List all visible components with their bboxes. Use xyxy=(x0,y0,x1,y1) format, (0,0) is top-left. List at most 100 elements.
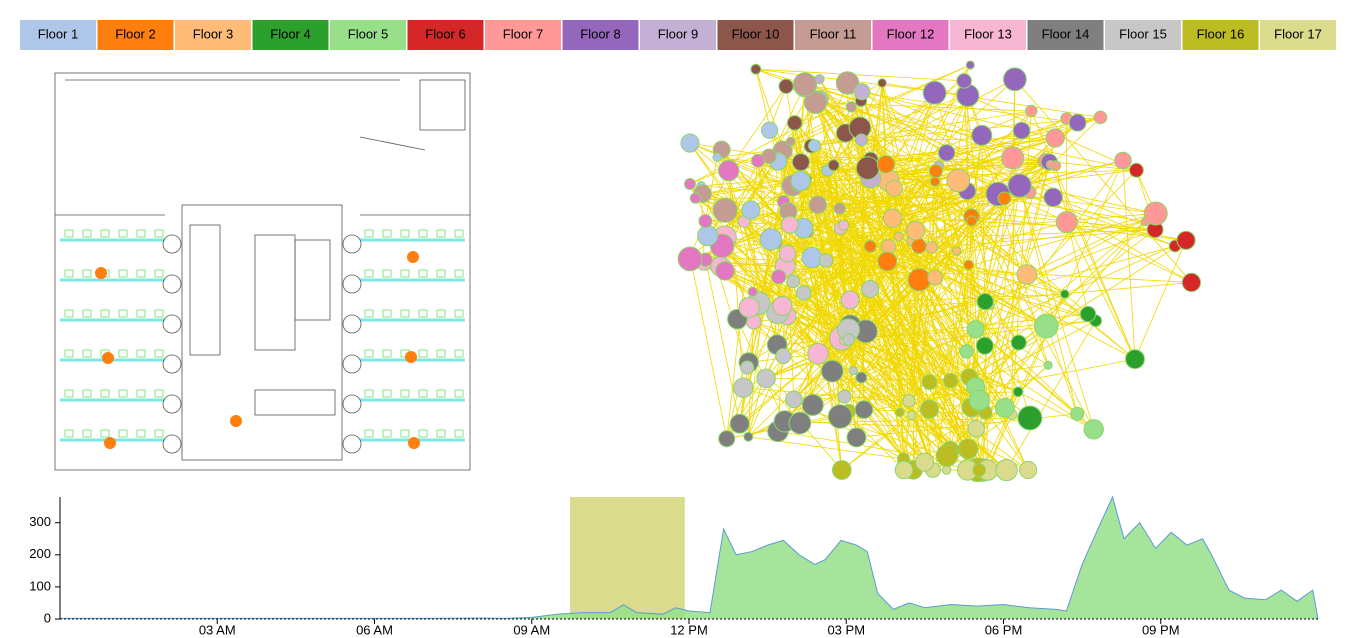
node[interactable] xyxy=(877,251,898,272)
node[interactable] xyxy=(854,133,868,147)
node[interactable] xyxy=(1055,211,1078,234)
node[interactable] xyxy=(921,374,938,391)
node[interactable] xyxy=(738,296,760,318)
legend-item[interactable]: Floor 7 xyxy=(485,20,561,50)
node[interactable] xyxy=(831,460,852,480)
node[interactable] xyxy=(1002,67,1027,92)
node[interactable] xyxy=(976,292,994,311)
legend-label[interactable]: Floor 17 xyxy=(1274,26,1322,41)
legend-swatch[interactable] xyxy=(330,20,406,50)
node[interactable] xyxy=(853,83,871,101)
node[interactable] xyxy=(801,246,823,269)
node[interactable] xyxy=(808,195,827,214)
node[interactable] xyxy=(818,253,834,268)
legend-item[interactable]: Floor 3 xyxy=(175,20,251,50)
node[interactable] xyxy=(915,452,935,472)
legend-item[interactable]: Floor 11 xyxy=(795,20,871,50)
node[interactable] xyxy=(994,397,1015,418)
node[interactable] xyxy=(698,214,713,229)
legend-label[interactable]: Floor 14 xyxy=(1042,26,1090,41)
node[interactable] xyxy=(1060,289,1070,299)
node[interactable] xyxy=(965,60,975,70)
legend-swatch[interactable] xyxy=(20,20,96,50)
node[interactable] xyxy=(712,197,738,223)
legend-swatch[interactable] xyxy=(872,20,949,50)
node[interactable] xyxy=(712,152,722,163)
legend-label[interactable]: Floor 6 xyxy=(425,26,465,41)
node[interactable] xyxy=(1043,187,1063,208)
node[interactable] xyxy=(922,80,947,105)
legend-swatch[interactable] xyxy=(97,20,174,50)
node[interactable] xyxy=(966,215,978,227)
node[interactable] xyxy=(1016,264,1038,285)
legend-item[interactable]: Floor 6 xyxy=(407,20,484,50)
node[interactable] xyxy=(842,333,856,346)
legend-item[interactable]: Floor 5 xyxy=(330,20,406,50)
node[interactable] xyxy=(919,399,939,419)
legend-label[interactable]: Floor 2 xyxy=(115,26,155,41)
node[interactable] xyxy=(1010,334,1027,351)
legend-label[interactable]: Floor 13 xyxy=(964,26,1012,41)
node[interactable] xyxy=(882,208,903,228)
node[interactable] xyxy=(861,280,880,299)
node[interactable] xyxy=(905,220,926,241)
legend-label[interactable]: Floor 15 xyxy=(1119,26,1167,41)
node[interactable] xyxy=(902,394,916,408)
legend-label[interactable]: Floor 1 xyxy=(38,26,78,41)
legend-item[interactable]: Floor 15 xyxy=(1105,20,1181,50)
node[interactable] xyxy=(959,344,974,359)
node[interactable] xyxy=(1068,113,1087,132)
node[interactable] xyxy=(827,159,840,172)
legend-item[interactable]: Floor 16 xyxy=(1182,20,1259,50)
node[interactable] xyxy=(743,431,754,442)
node[interactable] xyxy=(963,259,974,271)
legend-swatch[interactable] xyxy=(950,20,1026,50)
node[interactable] xyxy=(795,285,812,301)
node[interactable] xyxy=(895,407,905,418)
node[interactable] xyxy=(971,124,993,146)
node[interactable] xyxy=(927,269,943,286)
node[interactable] xyxy=(894,460,914,480)
node[interactable] xyxy=(751,153,765,168)
legend-label[interactable]: Floor 16 xyxy=(1197,26,1245,41)
legend-swatch[interactable] xyxy=(485,20,561,50)
legend-swatch[interactable] xyxy=(407,20,484,50)
legend-label[interactable]: Floor 3 xyxy=(193,26,233,41)
node[interactable] xyxy=(1001,146,1025,170)
node[interactable] xyxy=(741,200,761,220)
node[interactable] xyxy=(791,153,810,172)
node[interactable] xyxy=(968,389,990,411)
node[interactable] xyxy=(1012,386,1024,398)
node[interactable] xyxy=(772,295,793,317)
legend-label[interactable]: Floor 4 xyxy=(270,26,310,41)
node[interactable] xyxy=(684,177,696,190)
node[interactable] xyxy=(1093,110,1108,125)
legend-item[interactable]: Floor 8 xyxy=(562,20,639,50)
node[interactable] xyxy=(1045,159,1056,170)
legend-swatch[interactable] xyxy=(640,20,716,50)
node[interactable] xyxy=(840,290,860,310)
node[interactable] xyxy=(837,389,852,404)
legend-label[interactable]: Floor 10 xyxy=(732,26,780,41)
legend-label[interactable]: Floor 7 xyxy=(503,26,543,41)
node[interactable] xyxy=(715,261,735,281)
legend-swatch[interactable] xyxy=(1105,20,1181,50)
legend-swatch[interactable] xyxy=(795,20,871,50)
node[interactable] xyxy=(951,246,962,256)
node[interactable] xyxy=(801,393,824,416)
node[interactable] xyxy=(966,320,985,339)
legend-item[interactable]: Floor 9 xyxy=(640,20,716,50)
node[interactable] xyxy=(808,139,821,153)
legend-swatch[interactable] xyxy=(175,20,251,50)
node[interactable] xyxy=(957,438,979,460)
node[interactable] xyxy=(911,238,927,254)
node[interactable] xyxy=(876,155,896,174)
legend-item[interactable]: Floor 10 xyxy=(717,20,794,50)
node[interactable] xyxy=(750,63,762,75)
node[interactable] xyxy=(778,244,797,263)
node[interactable] xyxy=(946,168,971,193)
legend-swatch[interactable] xyxy=(1260,20,1336,50)
legend-label[interactable]: Floor 11 xyxy=(810,26,857,41)
node[interactable] xyxy=(1128,162,1144,178)
node[interactable] xyxy=(975,336,994,355)
